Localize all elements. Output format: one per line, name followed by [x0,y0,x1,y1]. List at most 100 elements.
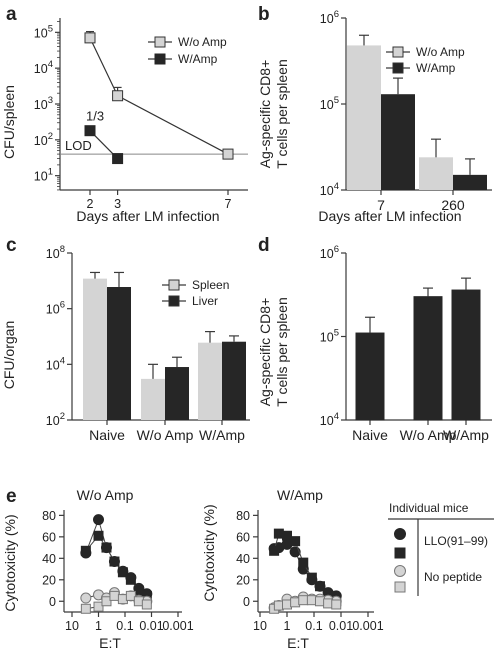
panel-b-xtick-label-1: 260 [441,197,465,213]
panel-a-ytick-label-3: 104 [34,59,53,76]
panel-c-bar-0-0 [83,278,107,420]
panel-d-xtick-label-0: Naive [352,427,388,443]
panel-c-bar-1-1 [165,367,189,420]
panel-e1-point-1-0 [80,545,91,556]
panel-c-ytick-label-1: 104 [46,355,65,372]
panel-e2-point-1-6 [314,581,325,592]
panel-a-legend-label-0: W/o Amp [178,35,227,49]
panel-e2-title: W/Amp [277,487,323,503]
panel-e1-title: W/o Amp [77,487,134,503]
panel-c-legend-label-1: Liver [192,294,218,308]
panel-c-bar-0-1 [141,378,165,420]
panel-b-xlabel: Days after LM infection [318,208,461,224]
panel-d-label: d [258,235,270,256]
panel-e1-point-2-0 [80,592,92,604]
panel-e2-xtick-label-0: 10 [253,619,267,633]
panel-b-ytick-label-0: 104 [320,181,339,198]
panel-a-lod-label: LOD [65,138,92,153]
panel-c-ytick-label-3: 108 [46,244,65,261]
panel-a-ytick-label-0: 101 [34,167,53,184]
panel-c-ylabel: CFU/organ [1,321,17,389]
panel-b-legend-label-1: W/Amp [416,61,456,75]
panel-e2-ytick-label-2: 40 [236,552,250,566]
panel-a-legend-label-1: W/Amp [178,52,218,66]
panel-e2-ylabel: Cytotoxicity (%) [201,504,217,601]
panel-c-xtick-label-0: Naive [89,427,125,443]
panel-e-legend-marker-circle-light [394,565,406,577]
panel-e1-point-1-3 [109,556,120,567]
panel-e-legend-marker-square-light [394,581,406,593]
panel-e2-point-1-5 [306,572,317,583]
panel-e1-point-1-2 [101,542,112,553]
panel-d-ylabel-line2: T cells per spleen [274,297,290,406]
panel-e2-point-1-2 [282,530,292,541]
panel-d-ytick-label-0: 104 [320,411,339,428]
panel-e2-point-0-3 [289,546,301,558]
panel-d-ytick-label-1: 105 [320,328,339,345]
panel-a-point-0-1 [112,90,124,102]
panel-c-bar-1-0 [107,287,131,420]
panel-c-ytick-label-2: 106 [46,300,65,317]
panel-e1-point-1-1 [93,530,104,541]
panel-d-bar-0-1 [413,296,443,421]
panel-e2-point-1-0 [269,545,280,556]
panel-e1-xtick-label-4: 0.001 [162,619,193,633]
panel-e1-point-1-4 [117,567,128,578]
panel-c-label: c [6,235,17,256]
panel-e-legend-label-1: No peptide [424,570,482,584]
panel-a-point-0-0 [84,32,96,44]
panel-e1-ytick-label-0: 0 [49,595,56,609]
panel-e1-point-3-7 [141,599,152,610]
panel-e1-point-3-0 [80,603,91,614]
panel-e-legend-marker-circle-dark [394,528,406,540]
panel-c-legend-marker-1 [168,295,180,307]
panel-b-ytick-label-1: 105 [320,95,339,112]
panel-e2-xtick-label-3: 0.01 [329,619,353,633]
panel-d-bar-0-2 [451,289,481,421]
panel-e1-point-3-2 [101,596,112,607]
panel-b-ylabel-line2: T cells per spleen [274,59,290,168]
panel-c-xtick-label-2: W/Amp [199,427,245,443]
panel-e1-point-3-3 [109,590,120,601]
panel-d-ylabel-line1: Ag-specific CD8+ [257,298,273,407]
panel-b-ylabel-line1: Ag-specific CD8+ [257,60,273,169]
panel-e-ylabel: Cytotoxicity (%) [2,514,18,611]
panel-a-xlabel: Days after LM infection [76,208,219,224]
panel-c-legend-marker-0 [168,279,180,291]
panel-e1-xtick-label-2: 0.1 [116,619,133,633]
panel-e-label: e [6,486,17,507]
panel-d-xtick-label-2: W/Amp [443,427,489,443]
panel-b-xtick-label-0: 7 [377,197,385,213]
panel-e1-xlabel: E:T [99,635,121,651]
panel-e1-point-0-1 [93,514,104,526]
panel-e2-point-1-4 [298,557,309,568]
panel-b-bar-0-1 [419,157,453,190]
panel-a-legend-marker-1 [154,53,166,65]
panel-d-bar-0-0 [355,332,385,421]
panel-c-bar-1-2 [222,341,246,420]
panel-e1-ytick-label-2: 40 [42,552,56,566]
panel-e1-xtick-label-1: 1 [95,619,102,633]
panel-a-xtick-label-0: 2 [87,197,94,211]
panel-e1-ytick-label-4: 80 [42,509,56,523]
panel-e2-ytick-label-0: 0 [243,595,250,609]
panel-a-label: a [6,4,17,25]
panel-b-label: b [258,4,270,25]
panel-e2-point-1-3 [290,536,301,547]
panel-e2-point-3-4 [298,595,309,606]
panel-e2-ytick-label-4: 80 [236,509,250,523]
panel-e1-ytick-label-1: 20 [42,573,56,587]
panel-e2-point-3-8 [331,599,342,610]
panel-e1-xtick-label-0: 10 [65,619,79,633]
panel-b-bar-0-0 [347,45,381,190]
panel-a-point-1-0 [84,125,96,137]
panel-a-legend-marker-0 [154,36,166,48]
panel-b-bar-1-1 [453,174,487,190]
panel-b-ytick-label-2: 106 [320,9,339,26]
panel-d-ytick-label-2: 106 [320,244,339,261]
panel-a-ytick-label-1: 102 [34,131,53,148]
panel-a-point-1-1 [112,153,124,165]
panel-e2-xtick-label-4: 0.001 [352,619,383,633]
panel-a-ytick-label-2: 103 [34,95,53,112]
